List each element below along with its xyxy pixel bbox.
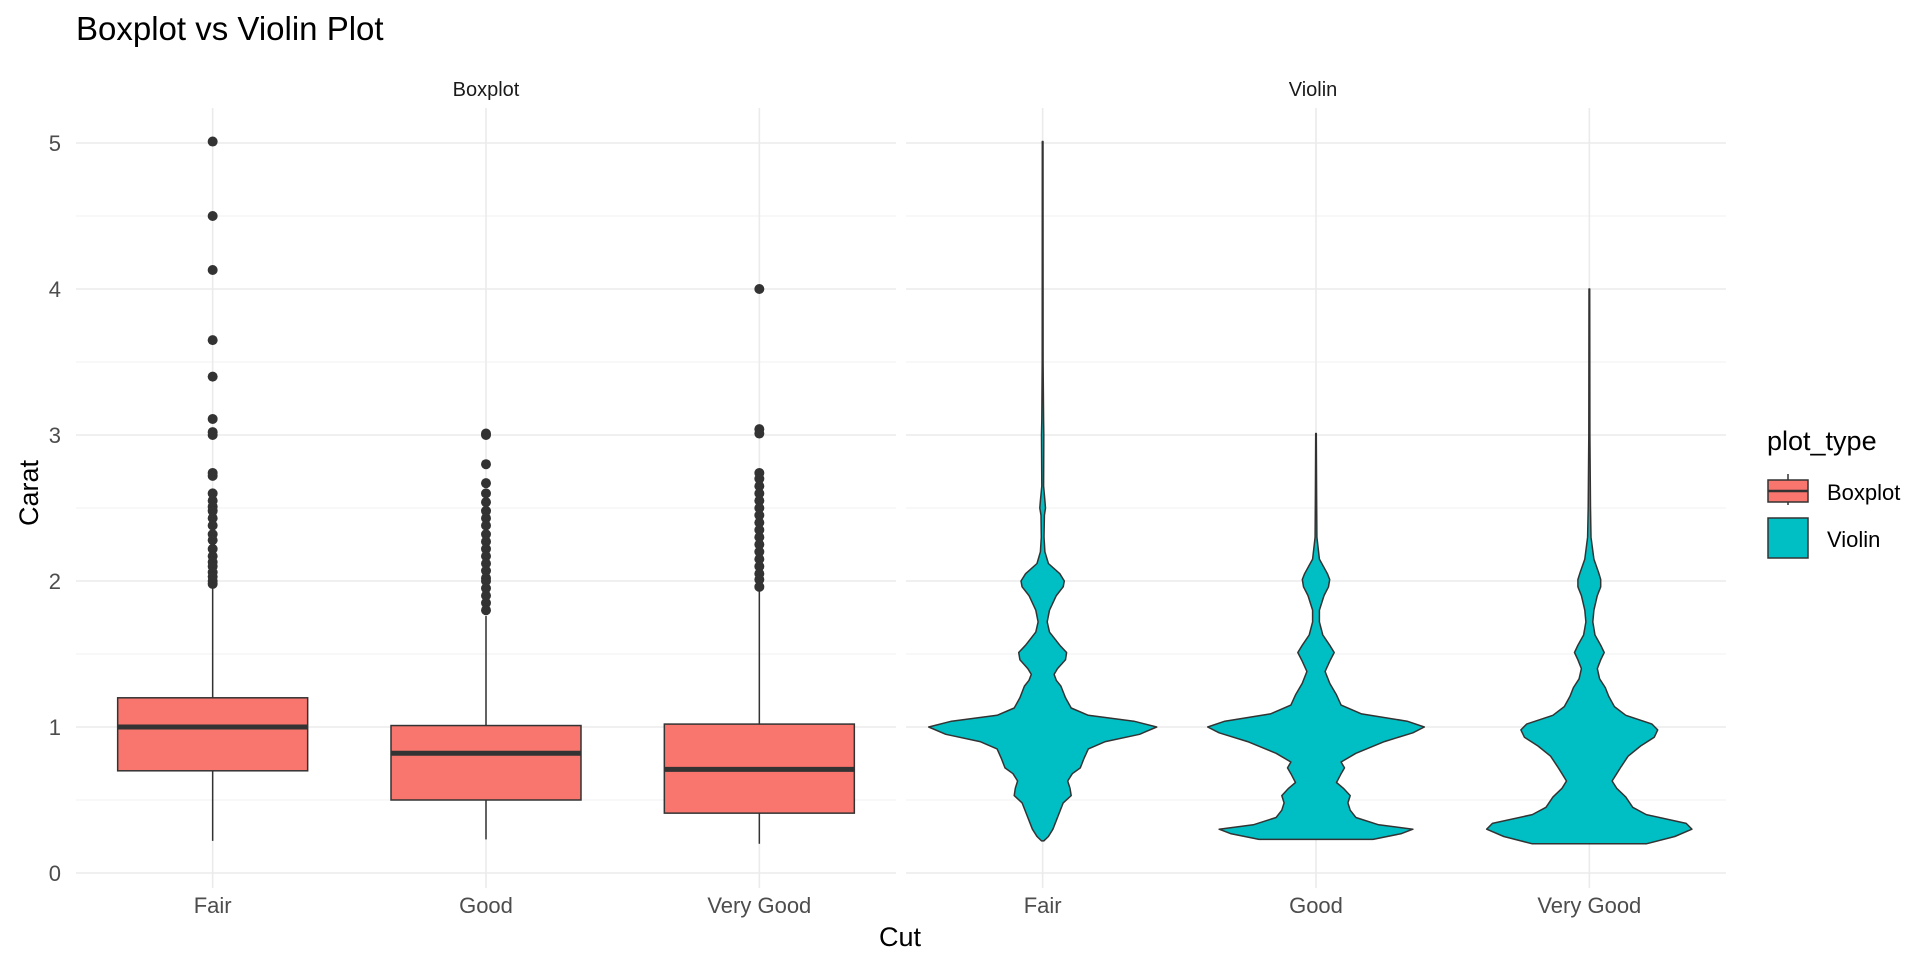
x-tick-label: Fair bbox=[1024, 893, 1062, 918]
x-tick-label: Good bbox=[459, 893, 513, 918]
box-outlier bbox=[481, 551, 491, 562]
box-outlier bbox=[207, 470, 218, 481]
box-body bbox=[390, 724, 582, 801]
violin-shape bbox=[927, 140, 1158, 842]
panel-violin bbox=[906, 108, 1726, 888]
y-tick-label: 4 bbox=[49, 277, 61, 302]
box-outlier bbox=[754, 473, 765, 484]
y-tick-label: 0 bbox=[49, 861, 61, 886]
box-outlier bbox=[481, 565, 491, 576]
y-tick-label: 1 bbox=[49, 715, 61, 740]
box-outlier bbox=[207, 578, 218, 589]
plot-title: Boxplot vs Violin Plot bbox=[76, 10, 384, 47]
x-tick-label: Fair bbox=[194, 893, 232, 918]
box-outlier bbox=[481, 543, 491, 554]
box-outlier bbox=[207, 505, 218, 516]
box-outlier bbox=[754, 574, 765, 585]
box-outlier bbox=[481, 536, 491, 547]
box-outlier bbox=[207, 335, 218, 346]
x-tick-label: Very Good bbox=[707, 893, 811, 918]
box-outlier bbox=[754, 488, 765, 499]
y-tick-label: 5 bbox=[49, 131, 61, 156]
box-outlier bbox=[481, 459, 491, 470]
box-outlier bbox=[481, 576, 491, 586]
y-tick-label: 3 bbox=[49, 423, 61, 448]
x-axis-ticks: Fair Good Very Good Fair Good Very Good bbox=[194, 893, 1642, 918]
panel-boxplot bbox=[76, 108, 896, 888]
box-outlier bbox=[481, 529, 491, 540]
box-outlier bbox=[481, 590, 491, 601]
legend-label-violin: Violin bbox=[1827, 527, 1880, 552]
box-outlier bbox=[754, 503, 765, 513]
box-outlier bbox=[754, 284, 765, 294]
box-outlier bbox=[481, 605, 491, 616]
box-outlier bbox=[207, 513, 218, 524]
box-outlier bbox=[207, 543, 218, 554]
strip-label-violin: Violin bbox=[1289, 79, 1338, 101]
box-outlier bbox=[754, 517, 765, 528]
box-outlier bbox=[754, 428, 765, 439]
x-tick-label: Very Good bbox=[1537, 893, 1641, 918]
box-outlier bbox=[754, 554, 765, 565]
box-outlier bbox=[481, 505, 491, 516]
legend-key-violin bbox=[1767, 517, 1809, 559]
box-outlier bbox=[207, 136, 218, 147]
box-body bbox=[116, 697, 309, 772]
box-outlier bbox=[207, 520, 218, 531]
strip-label-boxplot: Boxplot bbox=[453, 79, 520, 101]
box-outlier bbox=[481, 497, 491, 508]
box-outlier bbox=[481, 478, 491, 489]
x-axis-title: Cut bbox=[879, 922, 922, 952]
box-outlier bbox=[481, 430, 491, 440]
y-axis-title: Carat bbox=[14, 459, 44, 526]
box-outlier bbox=[754, 539, 765, 550]
legend-title: plot_type bbox=[1767, 426, 1877, 456]
box-outlier bbox=[207, 430, 218, 440]
box-outlier bbox=[481, 520, 491, 531]
box-outlier bbox=[754, 532, 765, 543]
y-tick-label: 2 bbox=[49, 569, 61, 594]
legend-key-boxplot bbox=[1767, 474, 1809, 505]
box-outlier bbox=[754, 524, 765, 535]
box-outlier bbox=[754, 581, 765, 592]
x-tick-label: Good bbox=[1289, 893, 1343, 918]
box-outlier bbox=[207, 535, 218, 546]
box-outlier bbox=[481, 558, 491, 569]
box-outlier bbox=[754, 561, 765, 572]
legend-label-boxplot: Boxplot bbox=[1827, 480, 1900, 505]
box-outlier bbox=[481, 488, 491, 499]
box-outlier bbox=[754, 495, 765, 506]
legend: plot_type Boxplot Violin bbox=[1767, 426, 1900, 559]
box-outlier bbox=[207, 413, 218, 424]
box-outlier bbox=[754, 546, 765, 557]
box-outlier bbox=[481, 597, 491, 608]
box-outlier bbox=[207, 211, 218, 221]
box-outlier bbox=[207, 371, 218, 382]
box-outlier bbox=[481, 583, 491, 594]
box-outlier bbox=[207, 265, 218, 276]
box-outlier bbox=[754, 481, 765, 492]
box-outlier bbox=[207, 488, 218, 499]
box-outlier bbox=[481, 513, 491, 524]
violin-shape bbox=[1206, 432, 1426, 841]
violin-shape bbox=[1485, 288, 1693, 845]
box-outlier bbox=[754, 510, 765, 521]
y-axis-ticks: 0 1 2 3 4 5 bbox=[49, 131, 61, 886]
